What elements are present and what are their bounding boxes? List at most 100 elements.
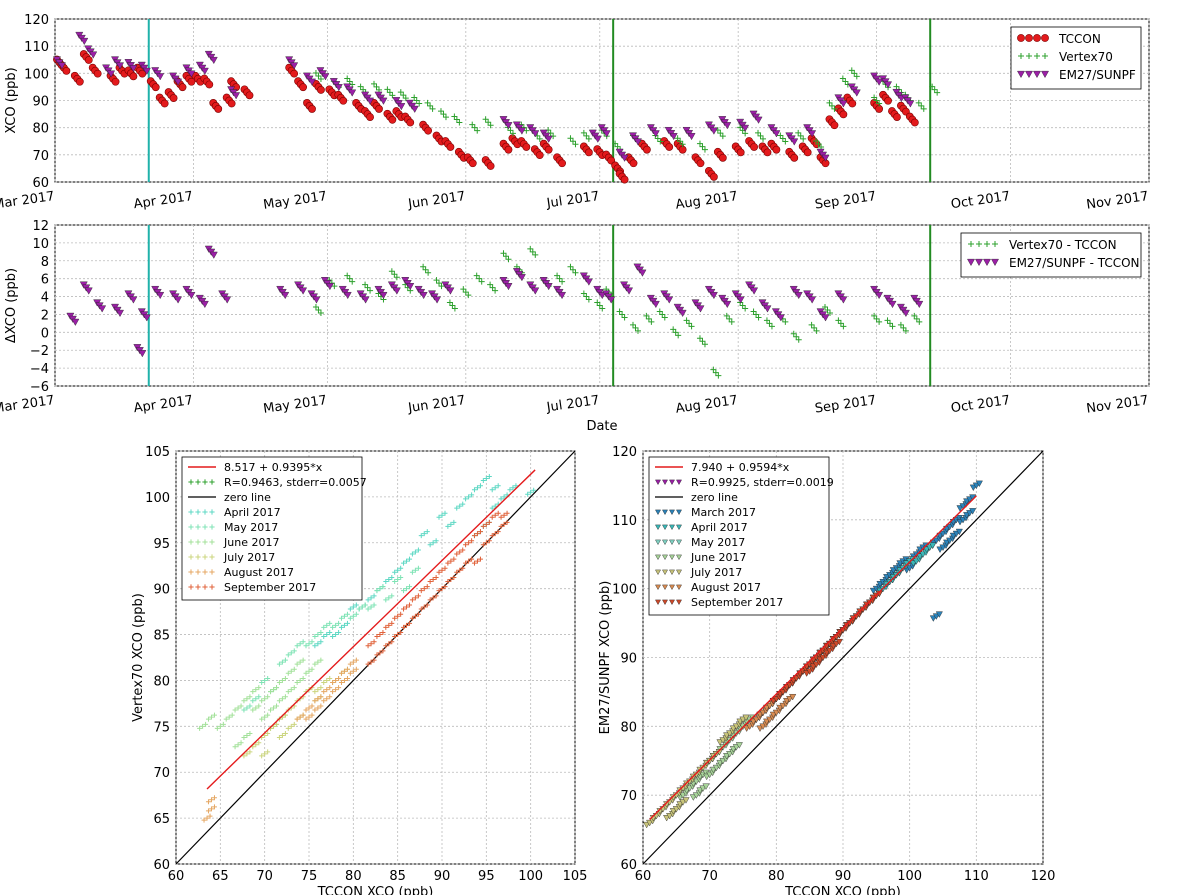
data-point <box>584 278 593 286</box>
data-point <box>430 540 436 546</box>
data-point <box>389 593 395 599</box>
series-september-2017 <box>365 510 510 667</box>
data-point <box>429 105 436 112</box>
data-point <box>309 703 315 709</box>
data-point <box>489 533 495 539</box>
data-point <box>245 91 254 100</box>
y-axis-label: ΔXCO (ppb) <box>4 268 19 343</box>
data-point <box>268 707 274 713</box>
data-point <box>425 269 432 276</box>
legend-marker <box>662 479 668 486</box>
data-point <box>200 67 209 75</box>
data-point <box>303 716 309 722</box>
data-point <box>341 622 347 628</box>
legend-marker <box>209 479 215 485</box>
data-point <box>696 140 703 147</box>
x-tick-label: 90 <box>835 869 852 884</box>
data-point <box>445 523 451 529</box>
data-point <box>288 723 294 729</box>
data-point <box>344 272 351 279</box>
data-point <box>262 714 268 720</box>
data-point <box>728 318 735 325</box>
data-point <box>341 613 347 619</box>
data-point <box>718 153 727 162</box>
data-point <box>451 574 457 580</box>
data-point <box>572 269 579 276</box>
data-point <box>790 153 799 162</box>
data-point <box>433 574 439 580</box>
y-axis-label: Vertex70 XCO (ppb) <box>131 593 146 722</box>
data-point <box>741 124 750 132</box>
data-point <box>736 148 745 157</box>
data-point <box>696 159 705 168</box>
data-point <box>362 281 369 288</box>
data-point <box>357 83 364 90</box>
data-point <box>723 122 732 130</box>
data-point <box>324 677 330 683</box>
data-point <box>344 620 350 626</box>
legend-label: 7.940 + 0.9594*x <box>691 461 790 474</box>
data-point <box>634 138 642 146</box>
data-point <box>466 558 472 564</box>
data-point <box>312 634 318 640</box>
data-point <box>324 622 330 628</box>
data-point <box>398 611 404 617</box>
data-point <box>848 99 857 108</box>
data-point <box>386 576 392 582</box>
x-tick-label: 65 <box>212 869 229 884</box>
data-point <box>473 272 480 279</box>
legend-marker <box>992 241 998 247</box>
data-point <box>377 586 383 592</box>
legend-marker <box>655 569 661 576</box>
data-point <box>602 130 611 138</box>
data-point <box>884 81 892 89</box>
data-point <box>446 299 453 306</box>
data-point <box>583 132 590 139</box>
data-point <box>265 694 271 700</box>
data-point <box>209 251 218 259</box>
y-tick-label: 105 <box>145 445 170 460</box>
legend-marker <box>669 509 675 516</box>
data-point <box>187 70 196 78</box>
data-point <box>241 698 247 704</box>
data-point <box>341 677 347 683</box>
data-point <box>331 283 338 290</box>
data-point <box>643 145 651 154</box>
legend-marker <box>676 554 682 561</box>
data-point <box>327 620 333 626</box>
data-point <box>876 318 883 325</box>
data-point <box>288 650 294 656</box>
data-point <box>736 296 745 304</box>
data-point <box>389 574 395 580</box>
data-point <box>107 70 116 78</box>
legend-label: July 2017 <box>690 566 742 579</box>
data-point <box>200 723 206 729</box>
data-point <box>934 89 941 96</box>
data-point <box>629 159 638 168</box>
legend-marker <box>209 524 215 530</box>
data-point <box>300 675 306 681</box>
data-point <box>620 175 629 184</box>
data-point <box>433 296 441 304</box>
data-point <box>389 620 395 626</box>
data-point <box>893 113 901 121</box>
data-point <box>347 670 353 676</box>
x-axis-label: Date <box>586 419 617 434</box>
data-point <box>265 731 271 737</box>
data-point <box>433 538 439 544</box>
data-point <box>504 145 513 154</box>
data-point <box>510 485 516 491</box>
data-point <box>401 624 407 630</box>
data-point <box>406 283 415 291</box>
data-point <box>380 648 386 654</box>
data-point <box>438 283 445 290</box>
data-point <box>696 305 705 313</box>
data-point <box>389 92 396 99</box>
data-point <box>661 314 668 321</box>
data-point <box>312 661 318 667</box>
data-point <box>495 529 501 535</box>
data-point <box>89 51 98 59</box>
data-point <box>723 300 732 309</box>
data-point <box>350 659 356 665</box>
legend-label: June 2017 <box>223 536 279 549</box>
